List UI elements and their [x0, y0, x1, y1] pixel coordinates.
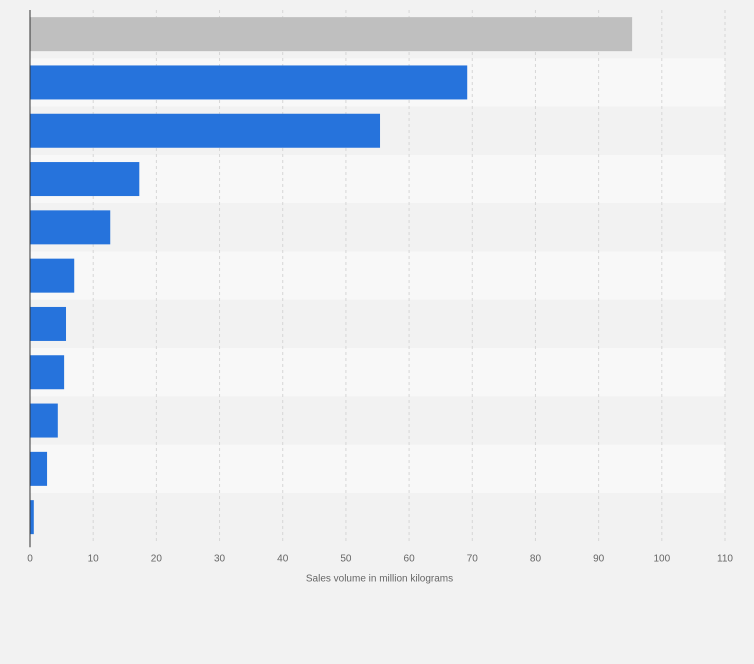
x-tick-label: 110: [717, 553, 733, 564]
bar[interactable]: [30, 258, 75, 293]
row-band: [30, 154, 725, 204]
bar[interactable]: [30, 306, 67, 341]
row-bands: [30, 10, 725, 542]
x-tick-label: 20: [151, 553, 163, 564]
bar[interactable]: [30, 65, 468, 100]
row-band: [30, 251, 725, 300]
x-tick-label: 0: [27, 553, 33, 564]
bar[interactable]: [30, 210, 111, 245]
x-tick-label: 80: [530, 553, 542, 564]
x-tick-labels: 0 10 20 30 40 50 60 70 80 90 100 110: [27, 553, 733, 564]
gridlines: [92, 10, 726, 542]
x-tick-label: 40: [277, 553, 289, 564]
row-band: [30, 348, 725, 397]
bar[interactable]: [30, 162, 140, 197]
bar[interactable]: [30, 500, 34, 535]
row-band: [30, 299, 725, 349]
x-tick-label: 90: [593, 553, 605, 564]
bars: [30, 17, 633, 535]
bar[interactable]: [30, 403, 58, 438]
bar[interactable]: [30, 355, 65, 390]
bar[interactable]: [30, 451, 48, 486]
row-band: [30, 396, 725, 445]
x-axis-label: Sales volume in million kilograms: [306, 573, 453, 584]
x-tick-label: 70: [467, 553, 479, 564]
row-band: [30, 203, 725, 252]
row-band: [30, 493, 725, 542]
x-tick-label: 60: [404, 553, 416, 564]
x-tick-label: 50: [340, 553, 352, 564]
x-tick-label: 100: [653, 553, 670, 564]
x-tick-label: 30: [214, 553, 226, 564]
x-tick-label: 10: [88, 553, 100, 564]
bar[interactable]: [30, 113, 381, 148]
bar[interactable]: [30, 17, 633, 52]
row-band: [30, 444, 725, 493]
